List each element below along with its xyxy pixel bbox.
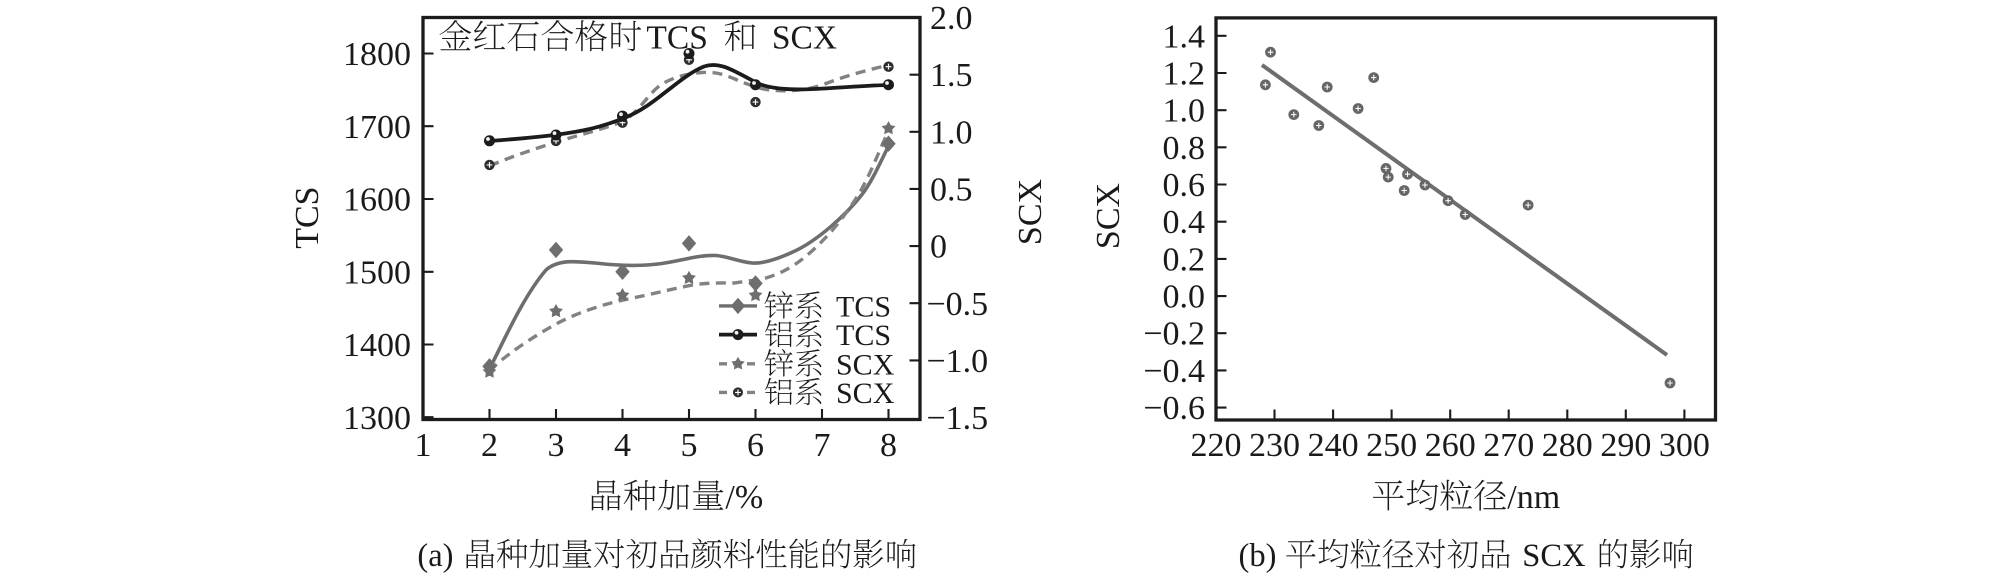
svg-text:300: 300 [1659,427,1710,464]
svg-text:1700: 1700 [343,109,411,146]
svg-text:0.4: 0.4 [1163,204,1206,241]
svg-text:220: 220 [1191,427,1242,464]
svg-text:3: 3 [548,427,565,464]
svg-text:0: 0 [930,229,947,266]
svg-text:SCX: SCX [836,377,895,410]
svg-text:4: 4 [614,427,631,464]
svg-text:TCS: TCS [836,319,891,352]
svg-text:SCX: SCX [836,348,895,381]
svg-text:(b): (b) [1239,538,1277,574]
svg-text:SCX: SCX [772,20,837,57]
svg-text:1: 1 [415,427,432,464]
svg-text:1.5: 1.5 [930,57,973,94]
svg-text:1.0: 1.0 [930,114,973,151]
svg-text:1800: 1800 [343,36,411,73]
svg-text:250: 250 [1366,427,1417,464]
svg-text:290: 290 [1600,427,1651,464]
svg-text:2.0: 2.0 [930,0,973,37]
svg-text:−1.0: −1.0 [927,343,989,380]
svg-text:280: 280 [1542,427,1593,464]
svg-text:1300: 1300 [343,400,411,437]
svg-text:(a): (a) [417,538,453,574]
svg-text:1.2: 1.2 [1163,55,1206,92]
svg-text:5: 5 [681,427,698,464]
svg-text:1.0: 1.0 [1163,93,1206,130]
svg-text:SCX: SCX [1012,179,1049,245]
svg-text:/nm: /nm [1507,479,1560,516]
svg-text:SCX: SCX [1090,183,1127,249]
svg-text:0.8: 0.8 [1163,130,1206,167]
svg-text:−1.5: −1.5 [927,400,989,437]
svg-text:0.6: 0.6 [1163,167,1206,204]
svg-text:1600: 1600 [343,182,411,219]
svg-text:1400: 1400 [343,327,411,364]
svg-text:TCS: TCS [289,186,326,248]
svg-text:0.2: 0.2 [1163,241,1206,278]
svg-text:230: 230 [1249,427,1300,464]
svg-text:1500: 1500 [343,254,411,291]
svg-text:0.5: 0.5 [930,171,973,208]
svg-text:240: 240 [1308,427,1359,464]
svg-text:TCS: TCS [646,20,707,57]
svg-text:TCS: TCS [836,290,891,323]
svg-text:7: 7 [814,427,831,464]
svg-text:6: 6 [747,427,764,464]
svg-text:1.4: 1.4 [1163,18,1206,55]
svg-text:260: 260 [1425,427,1476,464]
svg-text:/%: /% [725,479,763,516]
svg-text:8: 8 [880,427,897,464]
svg-text:−0.2: −0.2 [1143,316,1205,353]
svg-text:0.0: 0.0 [1163,279,1206,316]
svg-text:−0.5: −0.5 [927,286,989,323]
svg-text:SCX: SCX [1522,538,1585,574]
svg-text:270: 270 [1483,427,1534,464]
svg-text:2: 2 [481,427,498,464]
svg-text:−0.4: −0.4 [1143,353,1205,390]
svg-text:−0.6: −0.6 [1143,390,1205,427]
